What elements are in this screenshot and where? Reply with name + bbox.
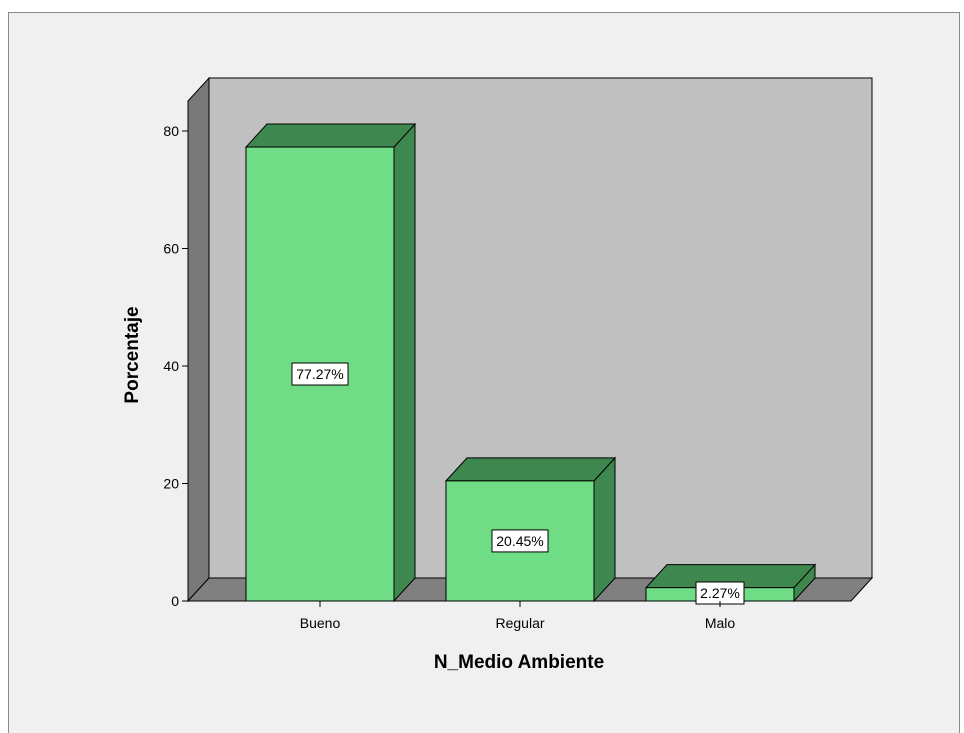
bar-side [393, 122, 416, 603]
y-axis-title: Porcentaje [122, 306, 143, 403]
y-tick-label: 20 [163, 476, 179, 492]
data-label-box [491, 529, 549, 553]
bar-side [593, 456, 616, 603]
x-tick-label: Regular [495, 615, 544, 631]
x-axis: Bueno Regular Malo [300, 601, 736, 631]
bar-malo: 2.27% [644, 563, 817, 605]
data-label: 77.27% [296, 366, 343, 382]
x-tick-label: Malo [705, 615, 736, 631]
x-axis-title: N_Medio Ambiente [434, 652, 604, 673]
bar-top [244, 123, 417, 148]
bar-top [444, 457, 617, 482]
data-label-box [291, 362, 349, 386]
y-tick-label: 0 [171, 593, 179, 609]
y-tick-label: 40 [163, 358, 179, 374]
bar-regular: 20.45% [444, 456, 617, 603]
data-label: 2.27% [700, 585, 740, 601]
bar-bueno: 77.27% [244, 122, 417, 603]
x-tick-label: Bueno [300, 615, 341, 631]
bars: 77.27% 20.45% 2.27% [244, 122, 817, 605]
y-tick-label: 80 [163, 123, 179, 139]
y-axis: 0 20 40 60 80 [163, 101, 189, 609]
y-tick-label: 60 [163, 241, 179, 257]
side-wall [187, 76, 210, 603]
data-label: 20.45% [496, 533, 543, 549]
